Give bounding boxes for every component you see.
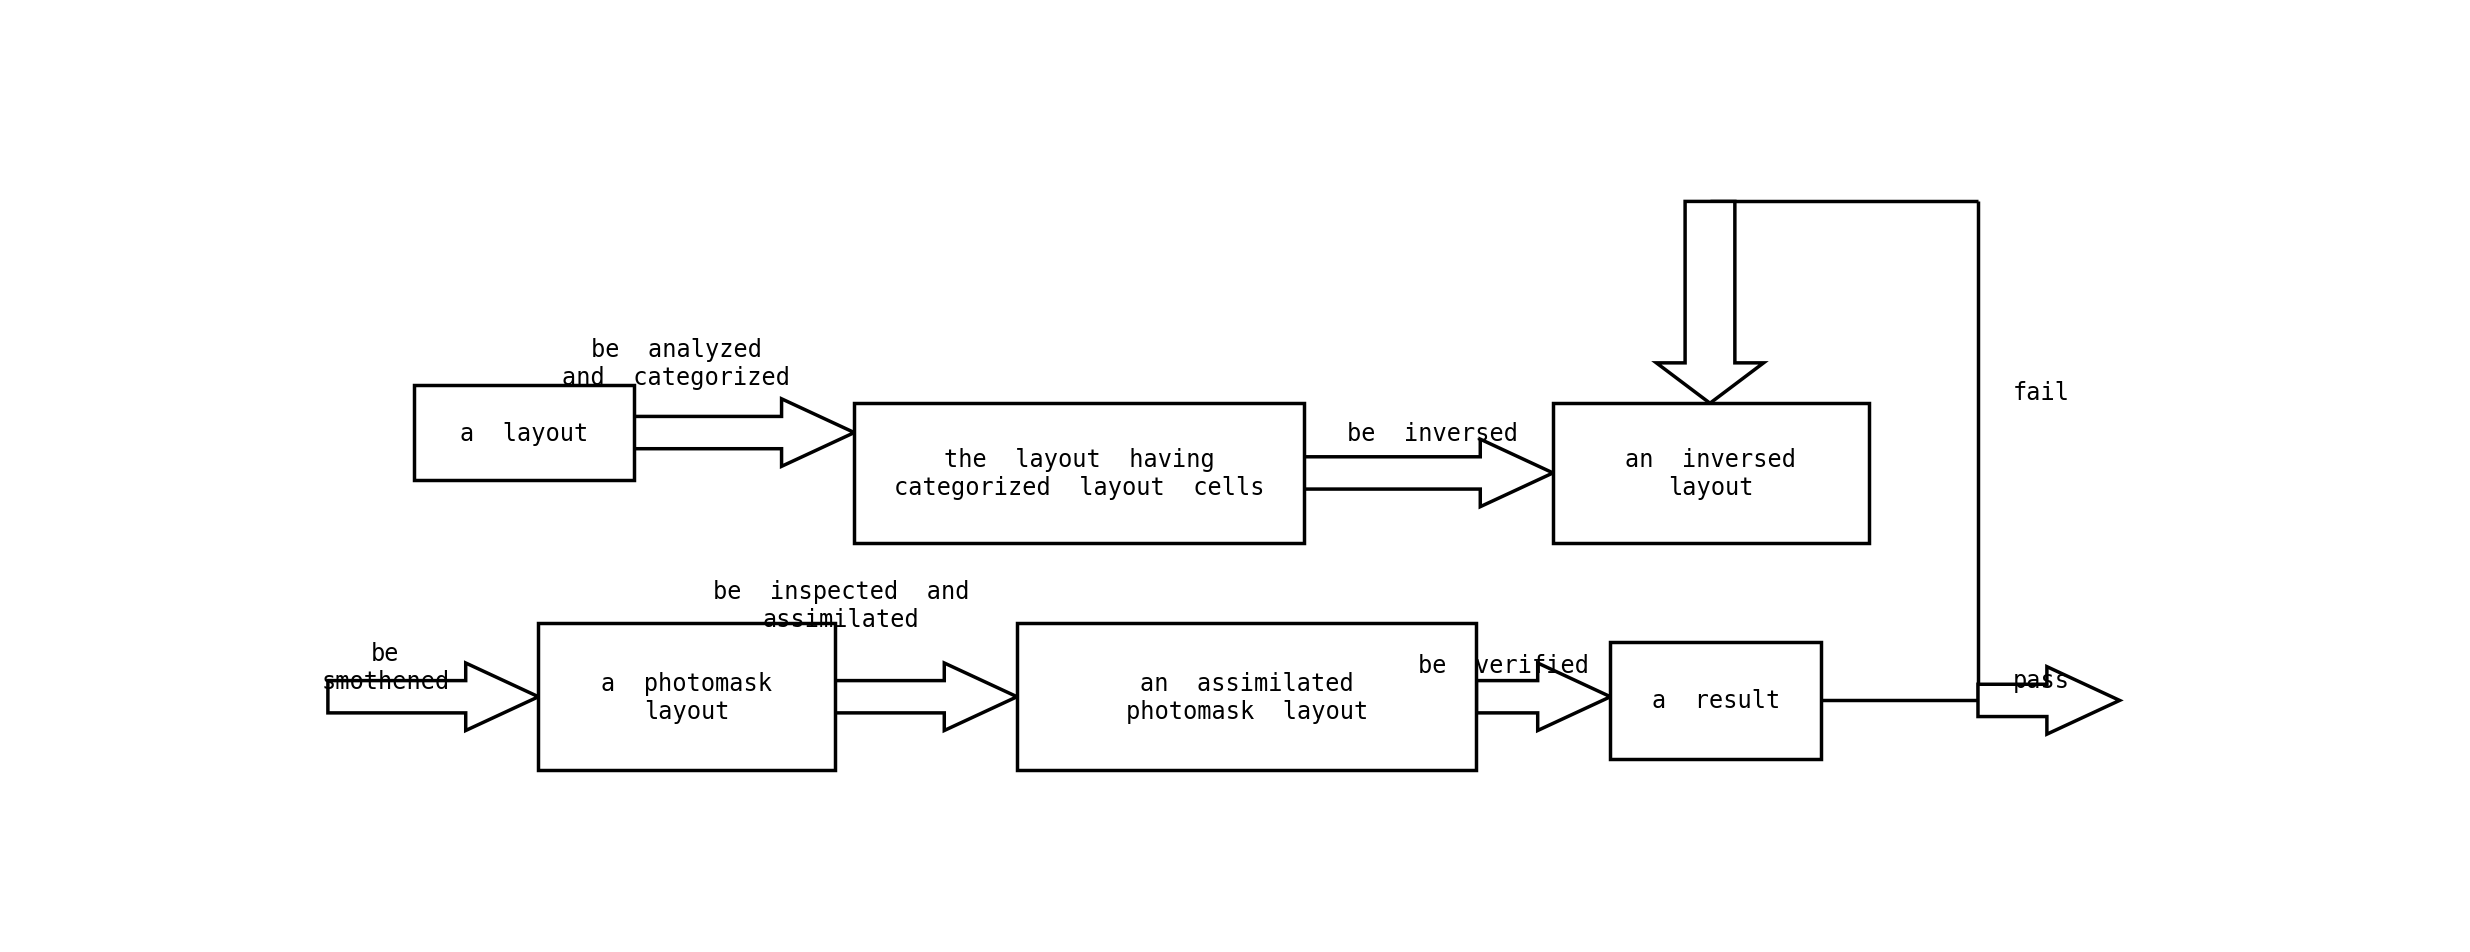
- Bar: [538, 624, 835, 770]
- Polygon shape: [1477, 664, 1610, 731]
- Text: the  layout  having
categorized  layout  cells: the layout having categorized layout cel…: [894, 447, 1265, 499]
- Polygon shape: [1657, 202, 1764, 404]
- Text: an  assimilated
photomask  layout: an assimilated photomask layout: [1126, 671, 1368, 723]
- Text: be  analyzed
and  categorized: be analyzed and categorized: [563, 338, 790, 389]
- Bar: [1610, 642, 1820, 760]
- Text: a  result: a result: [1652, 688, 1781, 713]
- Polygon shape: [1304, 440, 1554, 507]
- Polygon shape: [635, 400, 855, 466]
- Bar: [855, 404, 1304, 543]
- Polygon shape: [835, 664, 1018, 731]
- Polygon shape: [1978, 667, 2119, 734]
- Text: fail: fail: [2013, 381, 2070, 405]
- Bar: [415, 386, 635, 481]
- Bar: [1018, 624, 1477, 770]
- Text: be  inspected  and
assimilated: be inspected and assimilated: [714, 580, 968, 631]
- Text: be  inversed: be inversed: [1346, 421, 1519, 446]
- Text: pass: pass: [2013, 668, 2070, 692]
- Bar: [1554, 404, 1870, 543]
- Text: a  layout: a layout: [459, 421, 588, 446]
- Text: be  verified: be verified: [1418, 653, 1588, 678]
- Text: be
smothened: be smothened: [321, 642, 450, 694]
- Text: an  inversed
layout: an inversed layout: [1625, 447, 1796, 499]
- Polygon shape: [329, 664, 538, 731]
- Text: a  photomask
layout: a photomask layout: [600, 671, 773, 723]
